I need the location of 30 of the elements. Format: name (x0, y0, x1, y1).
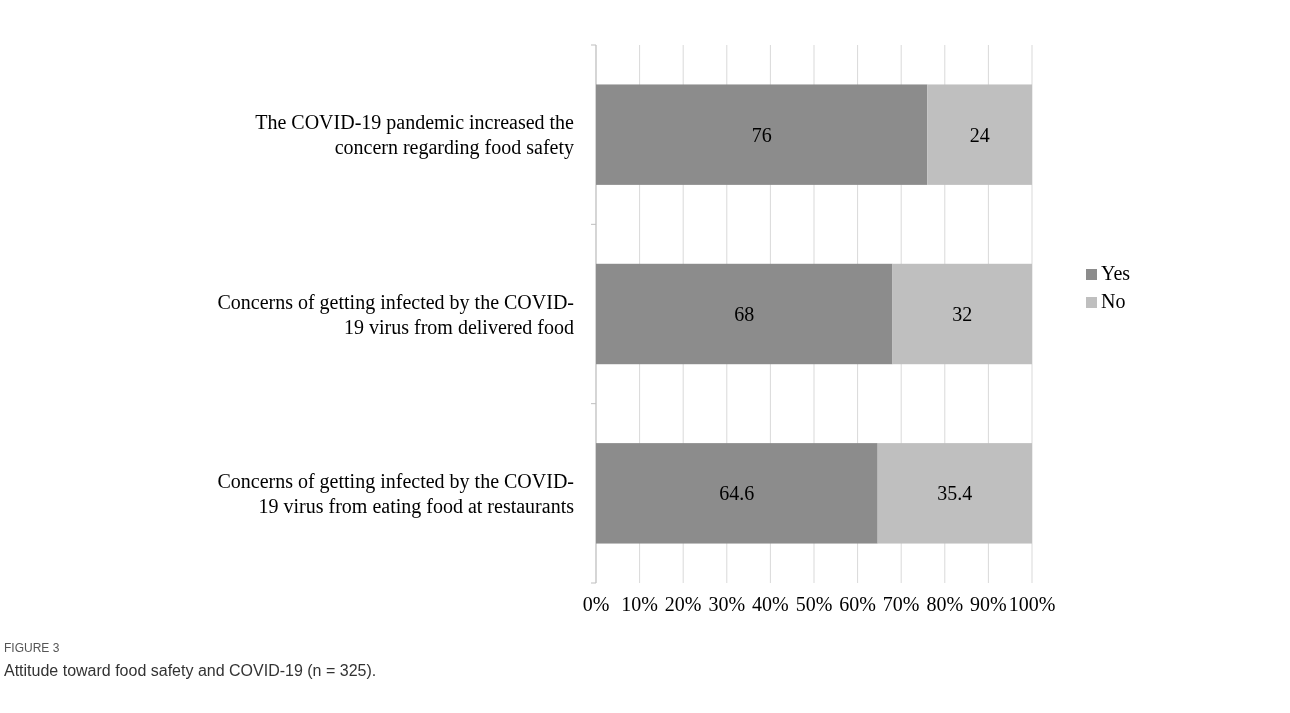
bar (596, 84, 928, 185)
bar (892, 263, 1032, 365)
x-tick-label: 90% (970, 593, 1007, 615)
data-label: 32 (952, 303, 973, 325)
x-tick-label: 0% (582, 593, 610, 615)
bar (596, 443, 878, 544)
x-tick-label: 60% (839, 593, 876, 615)
x-tick-label: 30% (708, 593, 746, 615)
bar (877, 443, 1032, 544)
y-tick-label: The COVID-19 pandemic increased the concern regarding food safety (255, 111, 575, 160)
x-tick-label: 80% (926, 593, 964, 615)
data-label: 68 (734, 303, 755, 325)
y-tick-label: Concerns of getting infected by the COVID-19 virus from delivered food (217, 290, 574, 338)
bar (927, 84, 1032, 185)
caption: FIGURE 3 (4, 641, 60, 655)
x-tick-label: 100% (1008, 593, 1056, 615)
x-tick-label: 40% (752, 593, 789, 615)
data-label: 76 (751, 123, 772, 146)
x-tick-label: 10% (621, 593, 658, 615)
data-label: 35.4 (937, 482, 973, 505)
data-label: 24 (969, 123, 990, 146)
text: Attitude toward food safety and COVID-19 (n = 325). (4, 662, 377, 679)
x-tick-label: 20% (664, 593, 702, 615)
x-tick-label: 70% (882, 593, 920, 615)
y-tick-label: Concerns of getting infected by the COVID-19 virus from eating food at restaurants (217, 469, 575, 518)
data-label: 64.6 (719, 482, 755, 505)
legend-label: Yes (1101, 262, 1131, 284)
x-tick-label: 50% (795, 593, 833, 615)
bar (596, 263, 893, 365)
legend-label: No (1101, 290, 1126, 312)
